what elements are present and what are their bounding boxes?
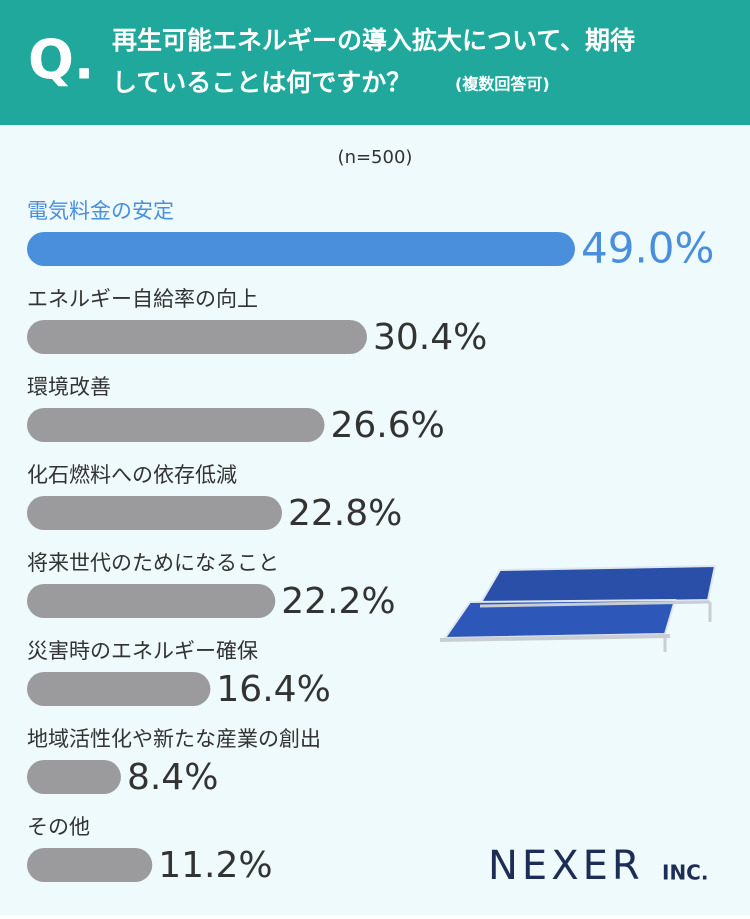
header xyxy=(0,0,750,125)
sample-note: (n=500) xyxy=(338,147,413,168)
category-label: 化石燃料への依存低減 xyxy=(27,463,237,487)
bar xyxy=(27,848,153,882)
subtitle: (複数回答可) xyxy=(455,75,550,94)
bar xyxy=(27,496,282,530)
title-line: 再生可能エネルギーの導入拡大について、期待 xyxy=(112,26,635,55)
category-label: 災害時のエネルギー確保 xyxy=(27,639,258,663)
value-label: 30.4% xyxy=(373,317,487,358)
category-label: 将来世代のためになること xyxy=(27,551,279,575)
value-label: 8.4% xyxy=(127,757,218,798)
question-marker: Q. xyxy=(28,29,94,92)
value-label: 22.2% xyxy=(281,581,395,622)
bar xyxy=(27,672,211,706)
value-label: 16.4% xyxy=(216,669,330,710)
value-label: 11.2% xyxy=(158,845,272,886)
value-label: 22.8% xyxy=(288,493,402,534)
category-label: エネルギー自給率の向上 xyxy=(27,287,258,311)
bar xyxy=(27,408,325,442)
category-label: その他 xyxy=(27,815,90,839)
bar xyxy=(27,232,575,266)
value-label: 26.6% xyxy=(330,405,444,446)
title-line: していることは何ですか？ xyxy=(112,68,411,97)
bar xyxy=(27,760,121,794)
logo-suffix: INC. xyxy=(662,861,708,885)
bar xyxy=(27,584,276,618)
category-label: 電気料金の安定 xyxy=(27,199,174,223)
logo: NEXER xyxy=(488,843,644,889)
category-label: 環境改善 xyxy=(27,375,111,399)
category-label: 地域活性化や新たな産業の創出 xyxy=(27,727,321,751)
value-label: 49.0% xyxy=(581,224,714,273)
solar-panel-illustration xyxy=(439,564,717,652)
bar xyxy=(27,320,367,354)
